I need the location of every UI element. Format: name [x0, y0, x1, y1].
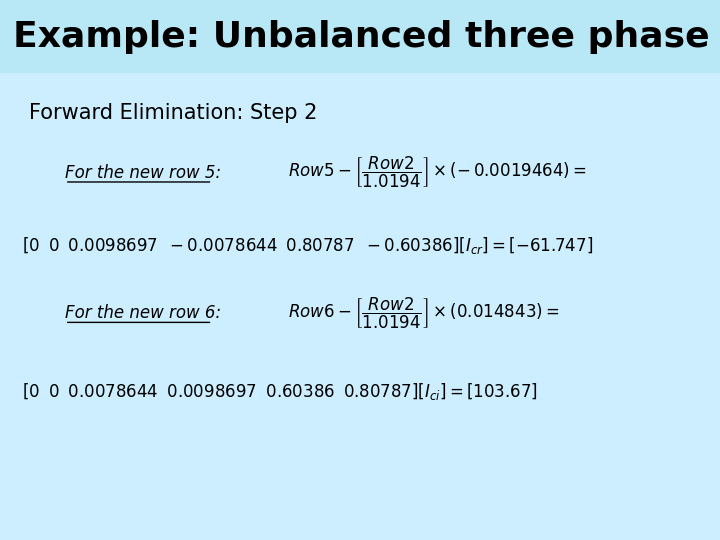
Text: For the new row 6:: For the new row 6: — [65, 304, 221, 322]
Text: $\left[0 \;\; 0 \;\; 0.0098697 \;\; -0.0078644 \;\; 0.80787 \;\; -0.60386\right]: $\left[0 \;\; 0 \;\; 0.0098697 \;\; -0.0… — [22, 235, 593, 256]
Text: $Row5 - \left[\dfrac{Row2}{1.0194}\right] \times (-\,0.0019464) =$: $Row5 - \left[\dfrac{Row2}{1.0194}\right… — [288, 155, 587, 191]
Text: $\left[0 \;\; 0 \;\; 0.0078644 \;\; 0.0098697 \;\; 0.60386 \;\; 0.80787\right]\l: $\left[0 \;\; 0 \;\; 0.0078644 \;\; 0.00… — [22, 381, 538, 402]
Text: For the new row 5:: For the new row 5: — [65, 164, 221, 182]
Text: Example: Unbalanced three phase load: Example: Unbalanced three phase load — [13, 20, 720, 53]
Text: Forward Elimination: Step 2: Forward Elimination: Step 2 — [29, 103, 318, 124]
FancyBboxPatch shape — [0, 0, 720, 73]
Text: $Row6 - \left[\dfrac{Row2}{1.0194}\right] \times (0.014843) =$: $Row6 - \left[\dfrac{Row2}{1.0194}\right… — [288, 295, 559, 331]
